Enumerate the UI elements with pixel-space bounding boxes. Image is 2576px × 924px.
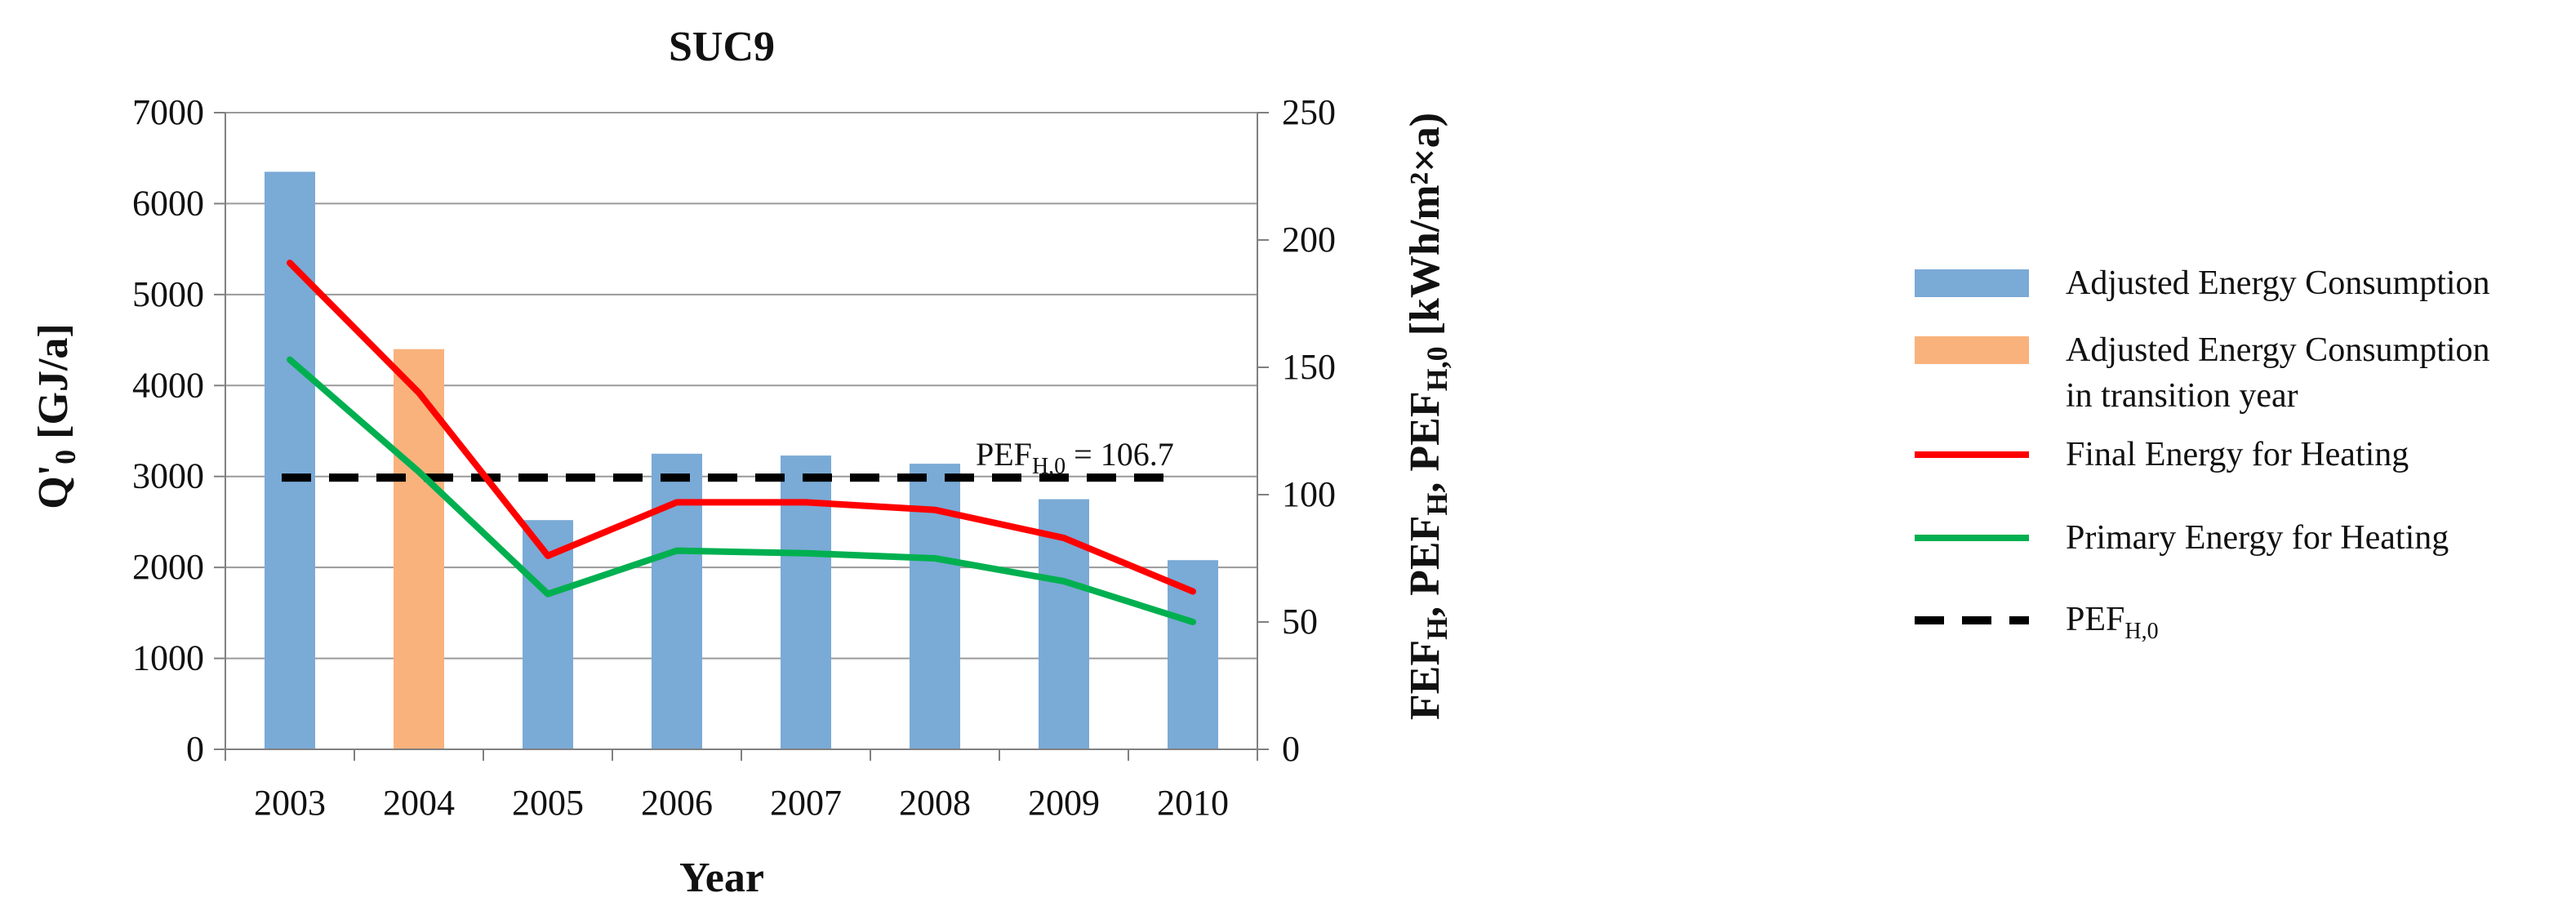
y-right-tick-label: 100 bbox=[1282, 474, 1336, 514]
line-primary-energy-for-heating bbox=[287, 356, 1196, 625]
x-tick-label-2006: 2006 bbox=[641, 783, 713, 823]
chart-title: SUC9 bbox=[669, 24, 775, 70]
x-tick-label-2004: 2004 bbox=[383, 783, 455, 823]
x-tick-label-2003: 2003 bbox=[254, 783, 326, 823]
y-right-tick-label: 0 bbox=[1282, 729, 1300, 769]
legend-swatch-transition-year bbox=[1915, 336, 2029, 364]
x-axis-title: Year bbox=[679, 855, 764, 901]
y-right-tick-label: 150 bbox=[1282, 347, 1336, 387]
legend-label-final-energy: Final Energy for Heating bbox=[2066, 436, 2409, 473]
y-right-tick-label: 250 bbox=[1282, 92, 1336, 132]
y-right-tick-label: 50 bbox=[1282, 602, 1318, 642]
legend-label-primary-energy: Primary Energy for Heating bbox=[2066, 519, 2449, 557]
x-tick-label-2007: 2007 bbox=[770, 783, 842, 823]
y-left-tick-label: 6000 bbox=[132, 183, 204, 223]
y-left-tick-label: 2000 bbox=[132, 547, 204, 587]
legend-label-pef-h0: PEFH,0 bbox=[2066, 601, 2159, 644]
y-axis-left-title: Q'0 [GJ/a] bbox=[30, 323, 82, 509]
axes bbox=[214, 112, 1269, 761]
x-tick-label-2009: 2009 bbox=[1028, 783, 1100, 823]
bar-2003 bbox=[265, 171, 315, 749]
y-left-tick-label: 3000 bbox=[132, 456, 204, 496]
y-right-tick-label: 200 bbox=[1282, 220, 1336, 260]
y-left-tick-label: 7000 bbox=[132, 92, 204, 132]
x-tick-label-2010: 2010 bbox=[1157, 783, 1229, 823]
legend-swatch-adjusted-energy bbox=[1915, 269, 2029, 297]
y-axis-right-title: FEFH, PEFH, PEFH,0 [kWh/m²×a) bbox=[1402, 113, 1453, 720]
line-final-energy-for-heating bbox=[287, 260, 1196, 595]
bar-2004 bbox=[394, 349, 444, 749]
bar-2006 bbox=[652, 453, 702, 749]
tick-labels: 0 1000 2000 3000 4000 5000 6000 7000 0 50 100 150 20… bbox=[132, 92, 1336, 823]
y-left-tick-label: 1000 bbox=[132, 638, 204, 678]
x-tick-label-2008: 2008 bbox=[899, 783, 971, 823]
legend-label-transition-year-line2: in transition year bbox=[2066, 377, 2298, 415]
line-series bbox=[287, 260, 1196, 625]
y-left-tick-label: 4000 bbox=[132, 365, 204, 405]
legend-label-transition-year: Adjusted Energy Consumption bbox=[2066, 331, 2490, 369]
legend: Adjusted Energy Consumption Adjusted Ene… bbox=[1915, 264, 2490, 644]
reference-line-label: PEFH,0 = 106.7 bbox=[976, 436, 1174, 479]
x-tick-label-2005: 2005 bbox=[512, 783, 584, 823]
legend-label-adjusted-energy: Adjusted Energy Consumption bbox=[2066, 264, 2490, 302]
bar-series bbox=[265, 171, 1218, 749]
y-left-tick-label: 0 bbox=[186, 729, 204, 769]
gridlines bbox=[225, 112, 1257, 660]
y-left-tick-label: 5000 bbox=[132, 274, 204, 314]
